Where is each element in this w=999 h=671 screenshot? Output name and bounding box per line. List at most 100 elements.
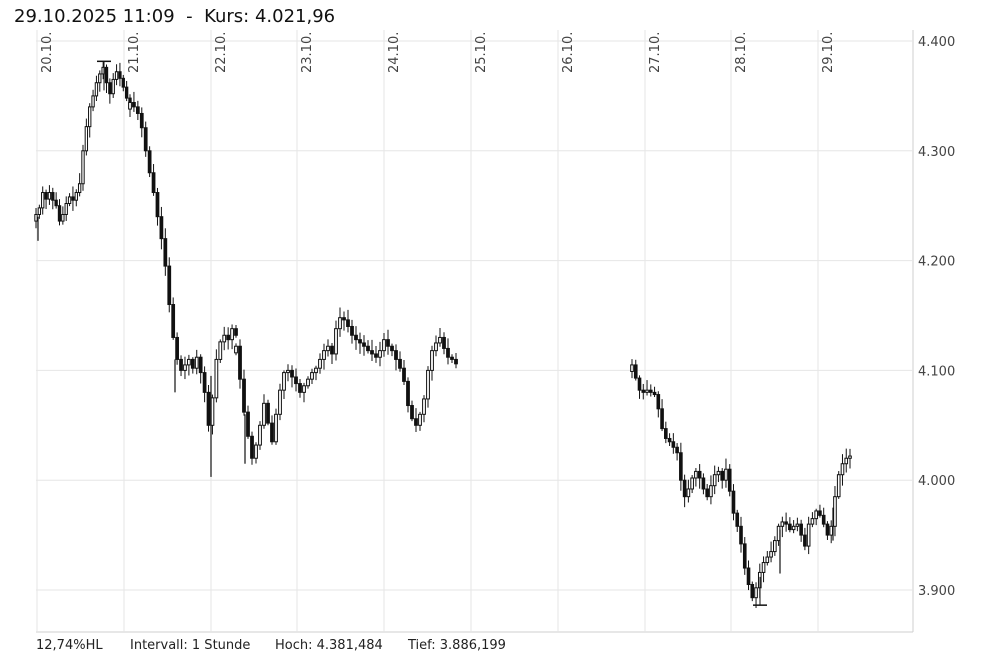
candle-body — [720, 470, 725, 481]
candle-body — [735, 512, 740, 527]
candle-body — [163, 238, 168, 267]
candle-body — [750, 584, 755, 599]
candle-body — [390, 345, 394, 352]
footer-range: 12,74%HL — [36, 638, 103, 653]
candle-body — [671, 441, 676, 448]
candle-body — [254, 444, 258, 459]
candle-body — [171, 304, 176, 338]
candle-body — [394, 350, 398, 360]
candle-body — [799, 523, 803, 536]
candle-body — [135, 106, 140, 114]
y-tick-label: 4.400 — [918, 35, 955, 50]
candle-body — [788, 523, 792, 531]
candle-body — [731, 490, 736, 514]
footer-low: Tief: 3.886,199 — [408, 638, 506, 653]
candle-body — [450, 356, 454, 360]
header-separator: - — [186, 6, 193, 27]
candle-body — [258, 424, 262, 446]
candle-body — [54, 199, 58, 207]
candle-body — [795, 523, 800, 527]
candle-body — [262, 402, 266, 426]
candle-body — [179, 358, 183, 371]
candle-body — [836, 474, 841, 498]
candle-body — [155, 192, 160, 218]
candle-body — [167, 265, 172, 306]
candle-body — [378, 350, 382, 358]
candle-body — [803, 534, 807, 547]
candle-body — [712, 474, 717, 487]
candle-body — [61, 213, 65, 222]
candle-body — [111, 78, 115, 95]
x-tick-label: 21.10. — [127, 32, 142, 73]
candle-body — [362, 342, 366, 347]
candle-body — [84, 126, 89, 152]
candle-body — [183, 364, 187, 371]
candle-body — [118, 71, 122, 79]
candle-body — [91, 95, 95, 108]
candle-body — [226, 334, 231, 341]
candle-body — [266, 402, 270, 424]
candle-body — [418, 413, 422, 426]
candle-body — [840, 463, 845, 476]
candle-body — [71, 196, 75, 201]
candle-body — [742, 543, 747, 569]
candle-body — [454, 358, 458, 365]
candle-body — [410, 405, 414, 420]
candle-body — [645, 389, 649, 393]
candle-body — [206, 391, 211, 426]
header-datetime: 29.10.2025 11:09 — [14, 6, 175, 27]
candle-body — [147, 150, 152, 174]
candle-body — [724, 468, 728, 481]
candle-body — [739, 525, 743, 545]
candle-body — [298, 383, 302, 393]
candle-body — [132, 101, 136, 108]
candle-body — [848, 455, 852, 459]
candle-body — [98, 73, 102, 84]
candle-body — [151, 172, 156, 194]
candle-body — [104, 66, 109, 84]
candle-body — [234, 345, 238, 354]
candle-body — [278, 389, 282, 415]
candle-body — [667, 437, 672, 443]
x-tick-label: 22.10. — [214, 32, 229, 73]
candle-body — [121, 77, 125, 88]
candle-body — [222, 334, 227, 343]
candle-body — [806, 523, 811, 547]
candle-body — [218, 341, 223, 360]
candle-body — [34, 213, 38, 222]
candle-body — [159, 216, 164, 240]
candle-body — [633, 364, 638, 379]
candle-body — [370, 350, 374, 355]
candle-body — [338, 317, 342, 330]
candle-body — [705, 488, 709, 498]
candles — [34, 62, 852, 608]
candle-body — [844, 457, 849, 465]
candle-body — [346, 319, 350, 327]
footer-high: Hoch: 4.381,484 — [275, 638, 383, 653]
candle-body — [784, 521, 788, 525]
candle-body — [386, 339, 390, 347]
x-axis-ticks: 20.10. 21.10. 22.10. 23.10. 24.10. 25.10. 26.1… — [40, 32, 836, 73]
candle-body — [773, 540, 777, 553]
candle-body — [306, 378, 310, 387]
candle-body — [234, 328, 238, 336]
candle-body — [791, 525, 796, 531]
candle-body — [44, 192, 48, 200]
candle-body — [648, 389, 653, 393]
candle-body — [94, 82, 99, 97]
candle-body — [810, 518, 815, 525]
candle-body — [434, 342, 438, 352]
candle-body — [438, 336, 442, 344]
candle-body — [81, 150, 85, 185]
x-tick-label: 29.10. — [821, 32, 836, 73]
candle-body — [818, 510, 822, 516]
candle-body — [430, 350, 434, 371]
candle-body — [727, 468, 732, 492]
candle-body — [67, 196, 72, 205]
x-tick-label: 26.10. — [561, 32, 576, 73]
candle-body — [814, 510, 818, 520]
x-tick-label: 25.10. — [474, 32, 489, 73]
candle-body — [682, 479, 687, 498]
candle-body — [64, 203, 68, 215]
candle-body — [124, 86, 129, 99]
